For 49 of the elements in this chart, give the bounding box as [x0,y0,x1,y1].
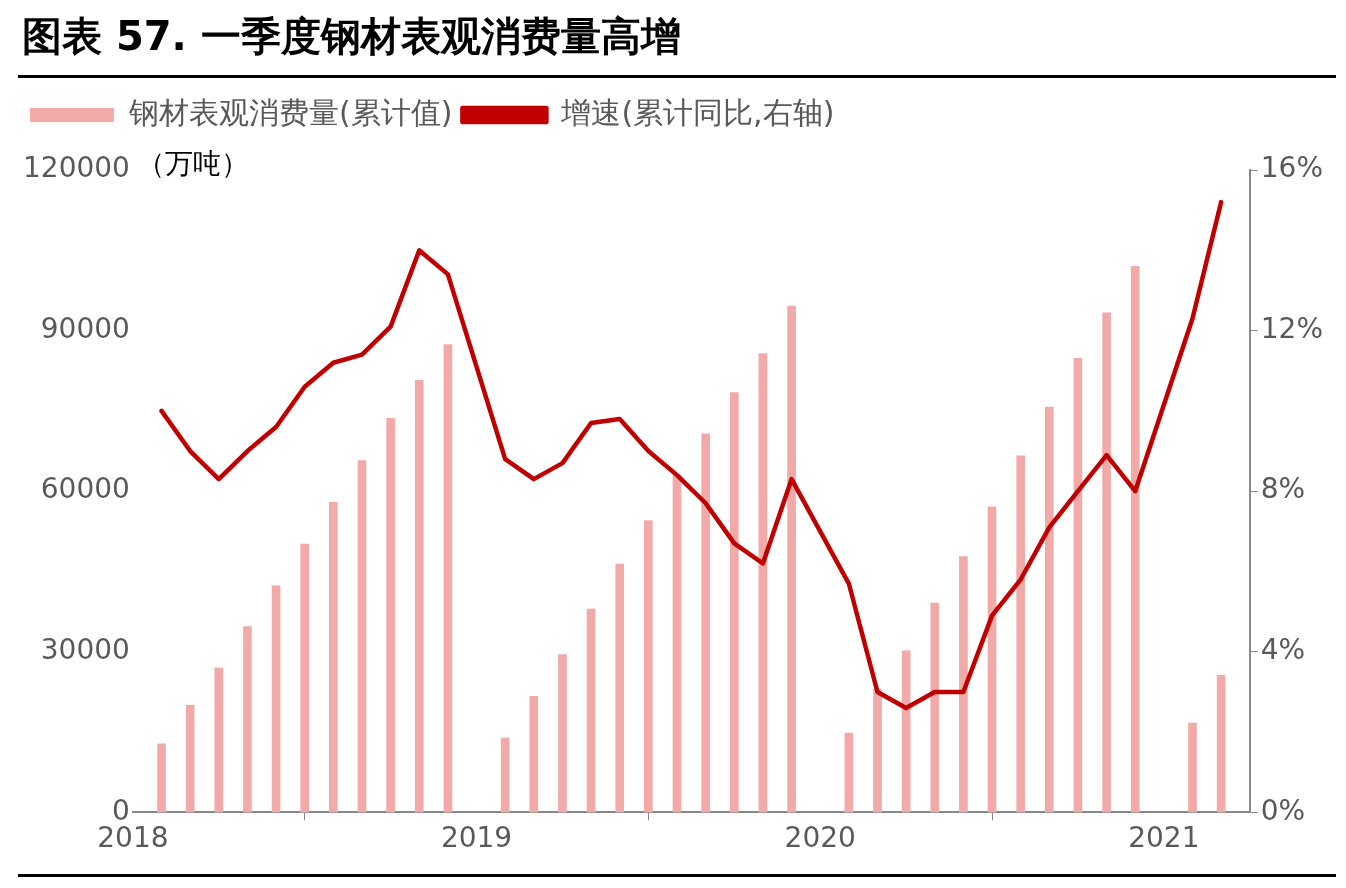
legend-label: 增速(累计同比,右轴) [560,94,835,130]
bar [500,737,510,813]
bar [414,380,424,813]
bar [185,705,195,813]
bar [1130,266,1140,813]
bar [758,353,768,813]
x-tick-label: 2021 [1128,821,1200,855]
bar [1073,358,1083,813]
bar [271,585,281,813]
bar [844,732,854,813]
y-tick-label: 90000 [40,311,130,345]
bar [1188,722,1197,813]
bar [1044,406,1054,813]
y-axis-title: （万吨） [136,147,249,181]
bar [329,502,338,813]
bar [586,608,596,813]
y2-tick-label: 0% [1260,793,1306,827]
bar [959,556,968,813]
bar [243,626,252,813]
x-tick-label: 2020 [784,821,856,855]
bar [558,654,567,813]
y-tick-label: 60000 [40,472,130,506]
y2-tick-label: 8% [1260,472,1306,506]
bar [701,433,710,813]
x-tick-label: 2019 [440,821,513,855]
y2-tick-label: 16% [1260,151,1323,185]
legend-label: 钢材表观消费量(累计值) [128,94,453,130]
bar [615,563,625,813]
bar [1216,675,1226,813]
bar [443,344,453,813]
y-tick-label: 30000 [40,633,130,667]
bar [787,305,796,813]
bar [386,418,395,813]
bar [672,475,682,813]
bar [214,667,224,813]
chart-title: 图表 57. 一季度钢材表观消费量高增 [22,12,682,61]
bar [644,520,653,813]
bar [157,743,166,813]
bar [1016,455,1025,813]
bar [1102,312,1111,813]
y2-tick-label: 4% [1260,633,1306,667]
bar [529,695,539,813]
bar [357,460,367,813]
y-tick-label: 120000 [23,151,130,185]
bar [729,392,739,813]
y2-tick-label: 12% [1260,311,1323,345]
bar [873,688,882,813]
bar [300,543,310,813]
bar [930,602,940,813]
